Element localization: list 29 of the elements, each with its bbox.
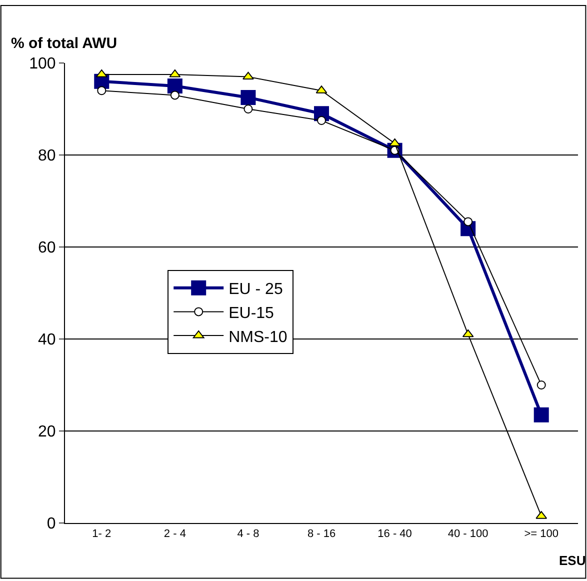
point [464,217,473,226]
point [317,116,326,125]
point [536,380,546,390]
point [244,104,253,114]
legend-label: EU-15 [228,304,274,322]
x-axis-title: ESU [559,553,586,568]
point [170,90,180,100]
point [242,72,254,80]
y-tick-label: 80 [38,148,56,165]
legend-label: EU - 25 [228,281,283,298]
y-tick-label: 60 [38,240,56,257]
point [97,86,106,96]
point [534,407,549,422]
y-tick-label: 0 [46,516,56,533]
point [240,90,256,105]
legend-label: NMS-10 [228,328,288,346]
x-tick-label: >= 100 [524,528,558,540]
x-tick-label: 16 - 40 [378,528,412,540]
y-tick-label: 40 [38,332,56,349]
chart-title: % of total AWU [11,35,118,52]
point [167,78,182,94]
x-tick-label: 40 - 100 [448,528,488,540]
x-tick-label: 2 - 4 [164,528,186,540]
x-tick-label: 8 - 16 [307,528,336,540]
point [462,329,474,338]
x-tick-label: 4 - 8 [237,528,260,540]
x-tick-label: 1- 2 [92,528,112,540]
y-tick-label: 100 [29,56,56,73]
y-tick-label: 20 [38,424,56,441]
